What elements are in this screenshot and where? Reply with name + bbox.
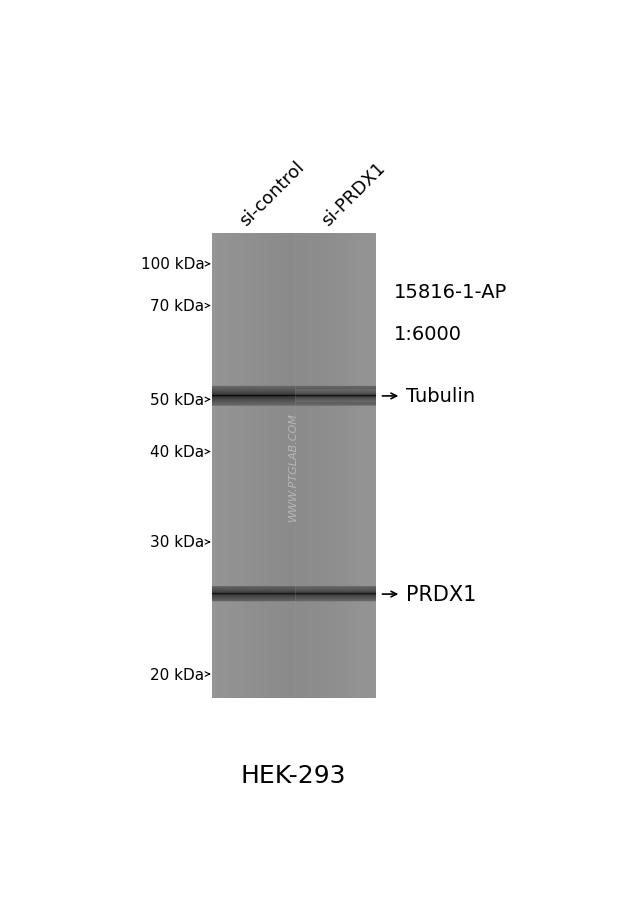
Text: 40 kDa: 40 kDa <box>150 445 204 459</box>
Text: si-PRDX1: si-PRDX1 <box>318 159 388 230</box>
Text: 100 kDa: 100 kDa <box>141 257 204 272</box>
Text: 50 kDa: 50 kDa <box>150 392 204 408</box>
Text: si-control: si-control <box>236 158 308 230</box>
Text: 15816-1-AP: 15816-1-AP <box>394 283 507 302</box>
Text: 30 kDa: 30 kDa <box>150 535 204 550</box>
Text: 20 kDa: 20 kDa <box>150 667 204 682</box>
Text: PRDX1: PRDX1 <box>406 584 477 604</box>
Text: Tubulin: Tubulin <box>406 387 475 406</box>
Text: 1:6000: 1:6000 <box>394 325 462 344</box>
Text: HEK-293: HEK-293 <box>241 763 346 787</box>
Text: WWW.PTGLAB.COM: WWW.PTGLAB.COM <box>288 411 298 520</box>
Text: 70 kDa: 70 kDa <box>150 299 204 314</box>
